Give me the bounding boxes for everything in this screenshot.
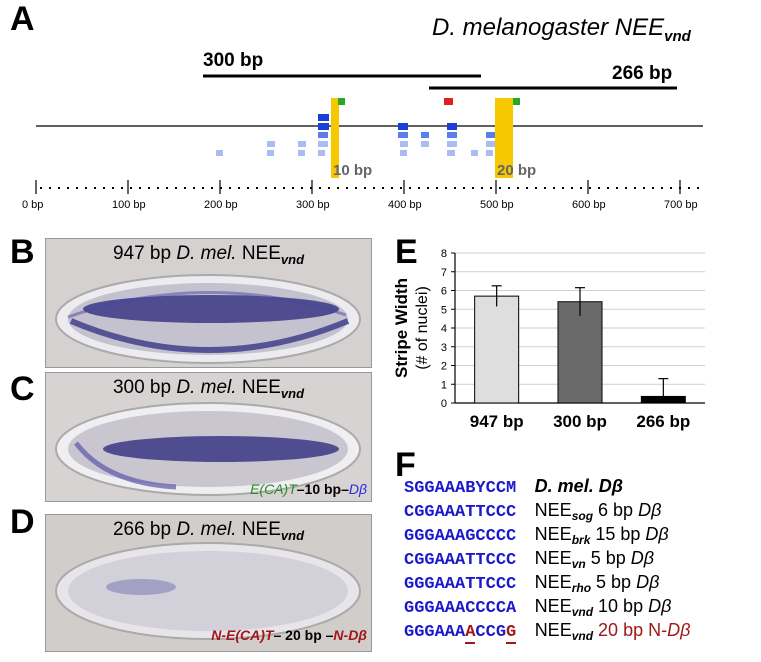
tick-label: 500 bp [480, 199, 514, 211]
sites-mid-blue [318, 132, 495, 138]
site-green [513, 98, 520, 105]
panel-label-d: D [10, 503, 35, 541]
y-tick-label: 2 [441, 361, 447, 373]
y-tick-label: 0 [441, 398, 447, 410]
site-red [444, 98, 453, 105]
panel-a-map [35, 74, 703, 194]
tick-label: 600 bp [572, 199, 606, 211]
sequence-row: GGGAAACCCCA NEEvnd 10 bp Dβ [404, 596, 672, 620]
tick-label: 100 bp [112, 199, 146, 211]
tick-label: 400 bp [388, 199, 422, 211]
tick-label: 0 bp [22, 199, 44, 211]
embryo-caption-c: E(CA)T–10 bp–Dβ [250, 481, 367, 497]
panel-label-f: F [395, 446, 416, 484]
panel-a-title: D. melanogaster NEEvnd [432, 14, 691, 45]
highlight-10bp [331, 98, 339, 178]
highlight-20bp [495, 98, 513, 178]
y-tick-label: 8 [441, 248, 447, 260]
embryo-title-d: 266 bp D. mel. NEEvnd [112, 519, 305, 543]
tick-label: 300 bp [296, 199, 330, 211]
bar-266-label: 266 bp [612, 63, 673, 84]
bar-300-label: 300 bp [203, 50, 264, 71]
embryo-title-c: 300 bp D. mel. NEEvnd [112, 377, 305, 401]
y-tick-label: 4 [441, 323, 447, 335]
embryo-image-c: 300 bp D. mel. NEEvnd E(CA)T–10 bp–Dβ [45, 372, 372, 502]
embryo-caption-d: N-E(CA)T– 20 bp –N-Dβ [211, 627, 367, 643]
sequence-table: SGGAAABYCCM D. mel. Dβ CGGAAATTCCC NEEso… [404, 476, 754, 644]
panel-label-e: E [395, 233, 418, 271]
tick-label: 200 bp [204, 199, 238, 211]
tick-label: 700 bp [664, 199, 698, 211]
sequence-row: CGGAAATTCCC NEEvn 5 bp Dβ [404, 548, 655, 572]
x-tick-label: 266 bp [636, 412, 690, 431]
bar [557, 301, 603, 404]
bar [474, 295, 520, 404]
y-axis-sublabel: (# of nuclei) [414, 286, 431, 370]
stripe-width-chart: 0 1 2 3 4 5 6 7 8 947 bp 300 bp 266 bp Stripe Width(… [392, 248, 705, 431]
embryo-image-d: 266 bp D. mel. NEEvnd N-E(CA)T– 20 bp –N… [45, 514, 372, 652]
sites-light-blue [216, 141, 495, 156]
sequence-row: GGGAAATTCCC NEErho 5 bp Dβ [404, 572, 660, 596]
sequence-row-vnd-20bp: GGGAAAACCGG NEEvnd 20 bp N-Dβ [404, 620, 691, 644]
ruler-ticks [35, 180, 681, 194]
sequence-row: GGGAAAGCCCC NEEbrk 15 bp Dβ [404, 524, 669, 548]
y-tick-label: 5 [441, 304, 447, 316]
y-tick-label: 6 [441, 286, 447, 298]
y-tick-label: 3 [441, 342, 447, 354]
x-tick-label: 300 bp [553, 412, 607, 431]
embryo-image-b: 947 bp D. mel. NEEvnd [45, 238, 372, 368]
panel-label-a: A [10, 0, 35, 38]
label-20bp: 20 bp [497, 162, 537, 179]
panel-label-c: C [10, 370, 35, 408]
label-10bp: 10 bp [333, 162, 373, 179]
x-tick-label: 947 bp [470, 412, 524, 431]
sites-dark-blue [318, 114, 457, 130]
panel-label-b: B [10, 233, 35, 271]
y-axis-label: Stripe Width [392, 278, 411, 378]
y-tick-label: 1 [441, 379, 447, 391]
sequence-row: CGGAAATTCCC NEEsog 6 bp Dβ [404, 500, 662, 524]
site-green [338, 98, 345, 105]
embryo-title-b: 947 bp D. mel. NEEvnd [112, 243, 305, 267]
sequence-row: SGGAAABYCCM D. mel. Dβ [404, 476, 623, 498]
y-tick-label: 7 [441, 267, 447, 279]
